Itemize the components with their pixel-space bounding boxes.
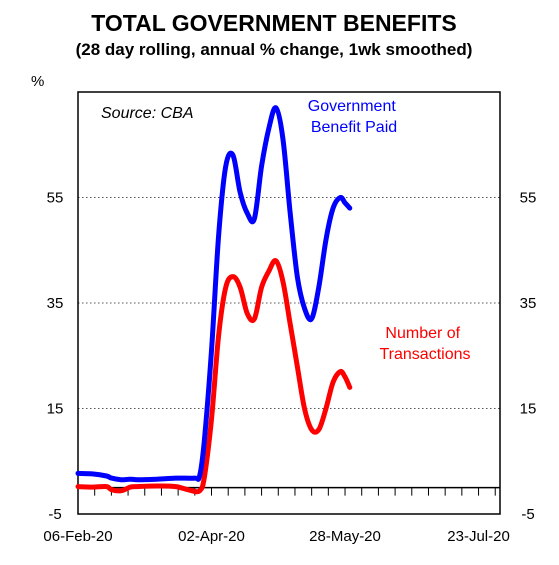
x-tick-label: 06-Feb-20: [43, 528, 112, 545]
x-tick-label: 28-May-20: [309, 528, 381, 545]
y-axis-unit-label: %: [31, 73, 44, 90]
series-label-line-1: Number of: [385, 325, 460, 342]
chart-title: TOTAL GOVERNMENT BENEFITS: [91, 10, 456, 36]
series-line-government-benefit-paid: [75, 105, 353, 483]
x-tick-label: 23-Jul-20: [447, 528, 510, 545]
chart-subtitle: (28 day rolling, annual % change, 1wk sm…: [76, 40, 473, 59]
plot-area: [77, 91, 501, 515]
y-tick-label-right: -5: [521, 506, 534, 523]
series-label-line-1: Government: [308, 98, 397, 115]
y-tick-label-right: 35: [520, 295, 537, 312]
series-label-line-2: Benefit Paid: [311, 119, 397, 136]
series-label-government-benefit-paid: Government Benefit Paid: [308, 98, 401, 136]
x-axis-tick-labels: 06-Feb-20 02-Apr-20 28-May-20 23-Jul-20: [43, 528, 509, 545]
x-axis-ticks: [77, 487, 496, 496]
y-tick-label-right: 15: [520, 401, 537, 418]
y-axis-tick-labels: -5 -5 15 15 35 35 55 55: [47, 190, 537, 524]
series-label-number-of-transactions: Number of Transactions: [380, 325, 471, 363]
y-tick-label-left: 35: [47, 295, 64, 312]
series-line-number-of-transactions: [75, 258, 353, 495]
source-note: Source: CBA: [101, 105, 193, 122]
y-tick-label-left: -5: [48, 506, 61, 523]
series-lines: [75, 105, 353, 495]
y-tick-label-right: 55: [520, 190, 537, 207]
series-label-line-2: Transactions: [380, 346, 471, 363]
y-tick-label-left: 55: [47, 190, 64, 207]
x-tick-label: 02-Apr-20: [178, 528, 245, 545]
y-tick-label-left: 15: [47, 401, 64, 418]
